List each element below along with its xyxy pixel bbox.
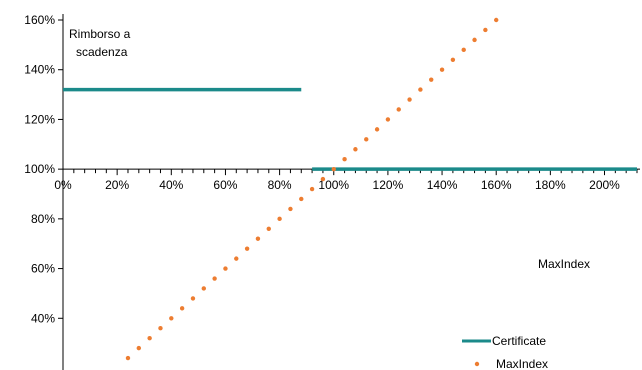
maxindex-point (461, 47, 466, 53)
legend-maxindex-swatch (474, 361, 480, 367)
y-tick-label: 120% (24, 112, 55, 126)
maxindex-point (331, 166, 336, 172)
maxindex-point (364, 137, 369, 142)
x-tick-label: 40% (159, 178, 183, 192)
x-tick-label: 120% (373, 178, 404, 192)
x-tick-label: 20% (105, 178, 129, 192)
y-axis-title-line2: scadenza (76, 45, 128, 59)
y-tick-label: 80% (31, 212, 55, 226)
maxindex-point (147, 335, 152, 341)
y-axis-title-line1: Rimborso a (69, 27, 131, 41)
maxindex-point (179, 306, 185, 311)
legend: Certificate MaxIndex (462, 334, 548, 370)
maxindex-point (201, 286, 206, 291)
x-tick-label: 200% (589, 178, 620, 192)
maxindex-point (244, 246, 250, 251)
maxindex-point (212, 276, 217, 281)
maxindex-point (169, 316, 174, 321)
x-tick-label: 60% (213, 178, 237, 192)
maxindex-point (439, 67, 445, 72)
y-tick-label: 100% (24, 162, 55, 176)
maxindex-point (136, 345, 142, 351)
maxindex-point (277, 216, 282, 222)
x-tick-labels: 0% 20% 40% 60% 80% 100% 120% 140% 160% 180% 200% (54, 178, 620, 192)
x-tick-label: 140% (427, 178, 458, 192)
y-tick-label: 160% (24, 13, 55, 27)
y-tick-label: 60% (31, 262, 55, 276)
x-tick-label: 160% (481, 178, 512, 192)
x-axis-title: MaxIndex (538, 257, 590, 271)
maxindex-point (429, 77, 434, 82)
y-tick-label: 140% (24, 63, 55, 77)
legend-maxindex-label: MaxIndex (496, 357, 548, 370)
maxindex-point (385, 117, 391, 122)
x-tick-label: 80% (268, 178, 292, 192)
maxindex-point (255, 236, 261, 241)
x-tick-label: 0% (54, 178, 72, 192)
legend-certificate-label: Certificate (492, 334, 546, 348)
maxindex-point (494, 17, 499, 23)
maxindex-point (320, 176, 326, 182)
x-tick-label: 180% (535, 178, 566, 192)
x-tick-label: 100% (318, 178, 349, 192)
maxindex-point (342, 157, 347, 162)
maxindex-point (483, 27, 488, 33)
maxindex-point (353, 147, 358, 152)
maxindex-point (418, 87, 423, 92)
maxindex-point (223, 266, 228, 271)
maxindex-point (125, 355, 131, 361)
maxindex-point (190, 296, 196, 301)
maxindex-point (396, 107, 401, 112)
maxindex-point (407, 97, 412, 102)
maxindex-point (158, 326, 163, 331)
series-layer (63, 17, 637, 361)
maxindex-point (266, 226, 271, 231)
y-tick-label: 40% (31, 311, 55, 325)
maxindex-point (450, 57, 456, 62)
y-tick-labels: 40% 60% 80% 100% 120% 140% 160% (24, 13, 55, 325)
maxindex-point (288, 206, 293, 212)
maxindex-point (234, 256, 239, 261)
maxindex-point (299, 196, 304, 202)
maxindex-point (309, 186, 315, 192)
maxindex-point (472, 37, 477, 43)
maxindex-point (374, 127, 380, 132)
